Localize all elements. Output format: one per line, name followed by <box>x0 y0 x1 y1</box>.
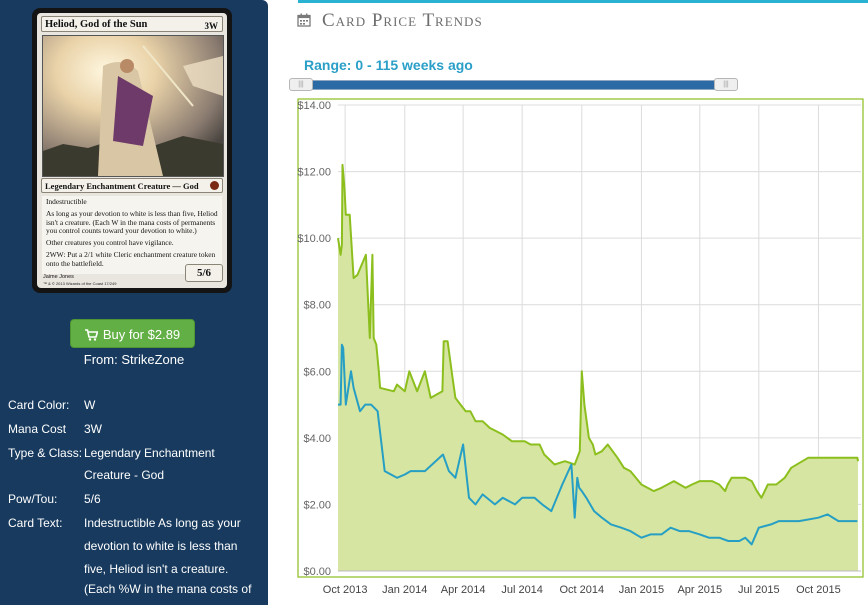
detail-value: 3W <box>84 422 102 436</box>
series-line-blue <box>338 343 858 546</box>
mana-cost-text: 3W <box>204 21 219 31</box>
store-source: From: StrikeZone <box>83 352 185 367</box>
copyright-text: ™ & © 2013 Wizards of the Coast 17/249 <box>43 281 117 286</box>
calendar-icon <box>297 13 311 27</box>
detail-value: (Each %W in the mana costs of <box>84 582 252 596</box>
x-tick-label: Jul 2015 <box>738 584 780 596</box>
artwork-image <box>43 36 223 176</box>
card-artwork <box>42 35 224 177</box>
section-title: Card Price Trends <box>298 10 483 32</box>
y-tick-label: $4.00 <box>303 433 331 445</box>
card-cost: 3W <box>205 18 219 34</box>
set-symbol-icon <box>210 181 219 190</box>
card-sidebar: Heliod, God of the Sun 3W <box>0 0 268 605</box>
card-name-text: Heliod, God of the Sun <box>45 19 148 30</box>
artist-credit: Jaime Jones <box>43 274 74 280</box>
detail-value: W <box>84 398 96 412</box>
card-image: Heliod, God of the Sun 3W <box>32 8 232 293</box>
detail-key: Mana Cost <box>8 422 67 436</box>
section-title-text: Card Price Trends <box>322 10 483 31</box>
rules-line: 2WW: Put a 2/1 white Cleric enchantment … <box>46 249 216 268</box>
series-line-green <box>337 163 859 499</box>
range-slider-end-handle[interactable]: ||| <box>714 78 738 91</box>
power-toughness-text: 5/6 <box>196 267 212 279</box>
buy-button[interactable]: Buy for $2.89 <box>70 319 195 348</box>
power-toughness-box: 5/6 <box>185 264 223 282</box>
y-tick-label: $14.00 <box>297 100 331 112</box>
copyright-line: ™ & © 2013 Wizards of the Coast 17/249 <box>43 281 116 286</box>
range-label: Range: 0 - 115 weeks ago <box>304 57 473 73</box>
artist-name: Jaime Jones <box>43 274 74 280</box>
rules-line: Indestructible <box>46 197 87 206</box>
x-tick-label: Jan 2015 <box>619 584 664 596</box>
detail-value: Indestructible As long as your <box>84 516 241 530</box>
detail-value: five, Heliod isn't a creature. <box>84 562 229 576</box>
card-rules-box: Indestructible As long as your devotion … <box>42 196 222 274</box>
x-tick-label: Oct 2015 <box>796 584 841 596</box>
series-area-green <box>338 164 858 571</box>
x-tick-label: Oct 2013 <box>323 584 368 596</box>
price-trend-chart: $0.00 $2.00 $4.00 $6.00 $8.00 $10.00 $12.00 $14… <box>297 98 864 596</box>
type-line-text: Legendary Enchantment Creature — God <box>45 181 199 191</box>
detail-value: devotion to white is less than <box>84 539 238 553</box>
detail-value: Creature - God <box>84 468 165 482</box>
y-tick-label: $6.00 <box>303 366 331 378</box>
y-tick-label: $8.00 <box>303 300 331 312</box>
x-tick-label: Apr 2014 <box>441 584 486 596</box>
card-frame: Heliod, God of the Sun 3W <box>37 13 227 288</box>
card-name: Heliod, God of the Sun 3W <box>41 16 223 32</box>
range-slider[interactable] <box>299 80 737 90</box>
y-tick-label: $2.00 <box>303 499 331 511</box>
rules-line: Other creatures you control have vigilan… <box>46 238 174 248</box>
shopping-cart-icon <box>84 329 98 341</box>
buy-button-label: Buy for $2.89 <box>102 327 181 342</box>
rules-line: As long as your devotion to white is les… <box>46 208 218 236</box>
detail-value: Legendary Enchantment <box>84 446 215 460</box>
y-tick-label: $12.00 <box>297 167 331 179</box>
detail-value: 5/6 <box>84 492 101 506</box>
card-type-line: Legendary Enchantment Creature — God <box>41 178 223 193</box>
detail-key: Type & Class: <box>8 446 83 460</box>
x-tick-label: Oct 2014 <box>559 584 604 596</box>
detail-key: Pow/Tou: <box>8 492 58 506</box>
x-tick-label: Jul 2014 <box>501 584 543 596</box>
y-tick-label: $10.00 <box>297 233 331 245</box>
detail-key: Card Text: <box>8 516 63 530</box>
x-tick-label: Jan 2014 <box>382 584 427 596</box>
x-tick-label: Apr 2015 <box>677 584 722 596</box>
range-slider-start-handle[interactable]: ||| <box>289 78 313 91</box>
detail-key: Card Color: <box>8 398 70 412</box>
section-accent-line <box>298 0 868 3</box>
y-tick-label: $0.00 <box>303 566 331 578</box>
